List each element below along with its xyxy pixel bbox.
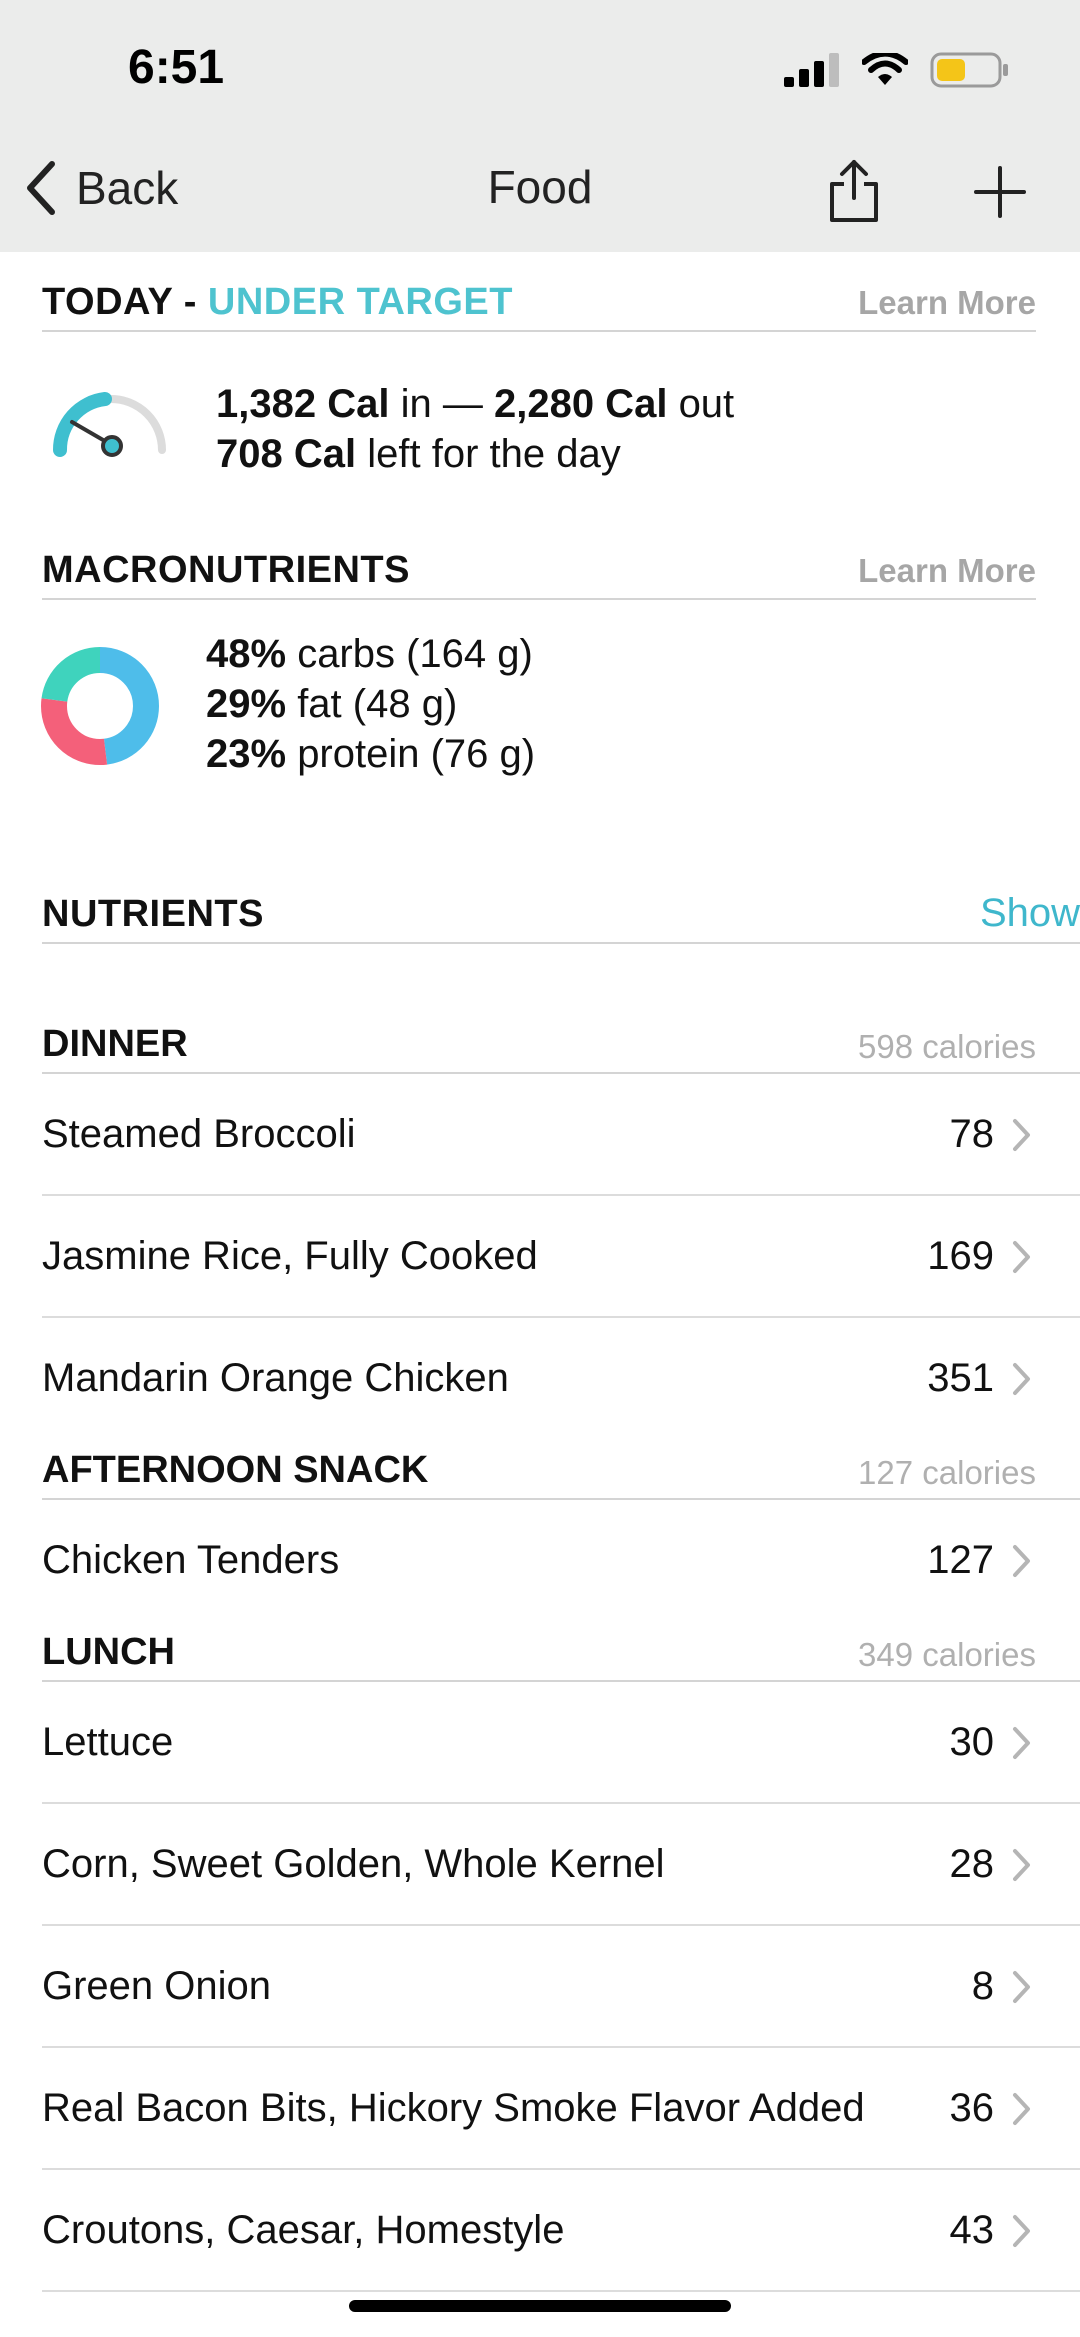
macro-fat-pct: 29% [206,682,287,726]
meal-title: DINNER [42,1023,188,1065]
food-name: Jasmine Rice, Fully Cooked [42,1234,538,1278]
calories-in-out: 1,382 Cal in — 2,280 Cal out [216,382,734,427]
food-name: Steamed Broccoli [42,1112,356,1156]
food-row[interactable]: Jasmine Rice, Fully Cooked 169 [42,1196,1080,1318]
food-calories: 127 [927,1538,994,1582]
food-calories: 78 [949,1112,995,1156]
home-indicator [349,2300,731,2312]
today-header: TODAY - UNDER TARGET Learn More [42,250,1036,332]
food-name: Croutons, Caesar, Homestyle [42,2208,565,2252]
chevron-right-icon [1013,1363,1030,1395]
food-row[interactable]: Mandarin Orange Chicken 351 [42,1318,1080,1438]
share-button[interactable] [826,158,882,229]
nutrients-header: NUTRIENTS Show [42,862,1080,944]
meal-header-dinner: DINNER 598 calories [42,1012,1080,1074]
chevron-right-icon [1013,1241,1030,1273]
chevron-right-icon [1013,1119,1030,1151]
macronutrients-header: MACRONUTRIENTS Learn More [42,518,1036,600]
macro-protein-label: protein (76 g) [297,732,536,776]
food-name: Lettuce [42,1720,174,1764]
page-title: Food [487,161,593,213]
calories-in-value: 1,382 Cal [216,382,390,426]
chevron-right-icon [1013,1727,1030,1759]
food-calories: 36 [949,2086,995,2130]
chevron-right-icon [1013,2093,1030,2125]
food-calories: 351 [927,1356,994,1400]
food-name: Green Onion [42,1964,272,2008]
calories-left: 708 Cal left for the day [216,432,621,477]
calories-left-value: 708 Cal [216,432,357,476]
macro-carbs: 48% carbs (164 g) [206,632,533,677]
meal-calories: 349 calories [858,1636,1036,1673]
food-name: Mandarin Orange Chicken [42,1356,509,1400]
chevron-right-icon [1013,1849,1030,1881]
calories-left-label: left for the day [367,432,621,476]
plus-icon [974,166,1026,218]
today-title: TODAY - UNDER TARGET [42,281,513,324]
macro-carbs-pct: 48% [206,632,287,676]
meal-title: AFTERNOON SNACK [42,1449,429,1491]
food-name: Corn, Sweet Golden, Whole Kernel [42,1842,665,1886]
chevron-left-icon [27,161,55,215]
battery-icon [930,52,1008,88]
wifi-icon [862,53,908,85]
gauge-icon [52,392,166,457]
food-row[interactable]: Steamed Broccoli 78 [42,1074,1080,1196]
calories-in-label: in — [400,382,483,426]
nutrients-show-button[interactable]: Show [979,891,1080,935]
share-icon [830,160,878,222]
today-separator: - [183,281,197,323]
macro-fat-label: fat (48 g) [297,682,458,726]
chevron-right-icon [1013,2215,1030,2247]
top-bar: 6:51 Back Food [0,0,1080,252]
food-row[interactable]: Lettuce 30 [42,1682,1080,1804]
food-calories: 43 [949,2208,995,2252]
status-time: 6:51 [128,41,225,94]
meal-title: LUNCH [42,1631,175,1673]
food-name: Chicken Tenders [42,1538,340,1582]
macro-protein: 23% protein (76 g) [206,732,535,777]
today-learn-more[interactable]: Learn More [858,284,1036,321]
calories-out-value: 2,280 Cal [493,382,668,426]
today-label: TODAY [42,281,173,323]
meal-calories: 598 calories [858,1028,1036,1065]
food-row[interactable]: Croutons, Caesar, Homestyle 43 [42,2170,1080,2292]
meal-header-afternoon-snack: AFTERNOON SNACK 127 calories [42,1438,1080,1500]
food-calories: 169 [927,1234,994,1278]
nutrients-title: NUTRIENTS [42,893,264,935]
food-calories: 30 [949,1720,995,1764]
macronutrients-title: MACRONUTRIENTS [42,549,410,591]
food-row[interactable]: Green Onion 8 [42,1926,1080,2048]
food-row[interactable]: Corn, Sweet Golden, Whole Kernel 28 [42,1804,1080,1926]
macro-donut-chart [41,647,159,765]
today-status: UNDER TARGET [207,281,513,323]
food-calories: 28 [949,1842,995,1886]
chevron-right-icon [1013,1545,1030,1577]
back-button[interactable]: Back [22,158,178,218]
macronutrients-learn-more[interactable]: Learn More [858,552,1036,589]
macro-fat: 29% fat (48 g) [206,682,457,727]
food-name: Real Bacon Bits, Hickory Smoke Flavor Ad… [42,2086,865,2130]
status-icons [784,52,1010,88]
signal-icon [784,53,839,87]
calories-out-label: out [678,382,735,426]
add-button[interactable] [974,166,1026,223]
meal-header-lunch: LUNCH 349 calories [42,1620,1080,1682]
food-row[interactable]: Chicken Tenders 127 [42,1500,1080,1620]
food-row[interactable]: Real Bacon Bits, Hickory Smoke Flavor Ad… [42,2048,1080,2170]
chevron-right-icon [1013,1971,1030,2003]
food-calories: 8 [971,1964,994,2008]
meal-calories: 127 calories [858,1454,1036,1491]
back-label: Back [76,162,179,214]
macro-carbs-label: carbs (164 g) [297,632,533,676]
macro-protein-pct: 23% [206,732,287,776]
